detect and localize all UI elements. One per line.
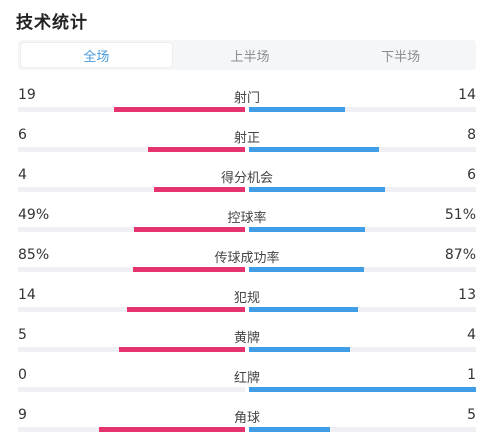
away-bar: [249, 387, 476, 392]
stat-row-yellow-cards: 5 黄牌 4: [18, 325, 476, 365]
away-bar-track: [249, 427, 476, 432]
home-value: 49%: [18, 207, 50, 223]
home-bar: [99, 427, 245, 432]
stat-row-corners: 9 角球 5: [18, 405, 476, 445]
away-value: 51%: [444, 207, 476, 223]
home-bar: [133, 227, 245, 232]
home-value: 6: [18, 127, 27, 143]
away-value: 6: [467, 167, 476, 183]
away-bar-track: [249, 387, 476, 392]
away-bar: [249, 307, 359, 312]
home-bar-track: [18, 307, 245, 312]
away-bar: [249, 107, 346, 112]
home-bar: [118, 347, 245, 352]
away-bar-track: [249, 307, 476, 312]
stat-label: 犯规: [233, 291, 261, 306]
away-value: 87%: [444, 247, 476, 263]
stat-row-chances: 4 得分机会 6: [18, 165, 476, 205]
away-value: 8: [467, 127, 476, 143]
away-bar-track: [249, 147, 476, 152]
away-value: 1: [467, 367, 476, 383]
home-bar-track: [18, 107, 245, 112]
home-bar: [154, 187, 245, 192]
home-bar-track: [18, 187, 245, 192]
home-value: 85%: [18, 247, 50, 263]
tab-full-match[interactable]: 全场: [20, 42, 173, 68]
home-bar: [132, 267, 245, 272]
away-bar-track: [249, 227, 476, 232]
away-bar-track: [249, 347, 476, 352]
stat-row-shots-on-target: 6 射正 8: [18, 125, 476, 165]
home-value: 4: [18, 167, 27, 183]
home-bar-track: [18, 227, 245, 232]
stat-row-possession: 49% 控球率 51%: [18, 205, 476, 245]
away-value: 5: [467, 407, 476, 423]
stat-label: 传球成功率: [214, 251, 280, 266]
stat-label: 得分机会: [220, 171, 274, 186]
away-bar: [249, 227, 365, 232]
away-bar: [249, 147, 379, 152]
away-bar: [249, 347, 350, 352]
home-value: 14: [18, 287, 36, 303]
section-title: 技术统计: [16, 13, 88, 33]
period-tabs: 全场 上半场 下半场: [18, 40, 476, 70]
away-bar: [249, 187, 386, 192]
home-bar-track: [18, 347, 245, 352]
stat-label: 射正: [233, 131, 261, 146]
stat-label: 射门: [233, 91, 261, 106]
home-value: 19: [18, 87, 36, 103]
away-bar: [249, 427, 331, 432]
stat-row-pass-accuracy: 85% 传球成功率 87%: [18, 245, 476, 285]
home-value: 5: [18, 327, 27, 343]
stat-label: 角球: [233, 411, 261, 426]
home-bar: [147, 147, 245, 152]
home-bar-track: [18, 387, 245, 392]
home-bar-track: [18, 267, 245, 272]
stat-row-fouls: 14 犯规 13: [18, 285, 476, 325]
home-bar: [114, 107, 245, 112]
away-value: 14: [458, 87, 476, 103]
stat-label: 控球率: [227, 211, 267, 226]
stat-label: 红牌: [233, 371, 261, 386]
tab-second-half[interactable]: 下半场: [381, 49, 421, 65]
home-value: 9: [18, 407, 27, 423]
away-bar-track: [249, 187, 476, 192]
home-value: 0: [18, 367, 27, 383]
away-bar-track: [249, 107, 476, 112]
home-bar: [127, 307, 245, 312]
home-bar-track: [18, 147, 245, 152]
stat-label: 黄牌: [233, 331, 261, 346]
away-bar-track: [249, 267, 476, 272]
stat-row-red-cards: 0 红牌 1: [18, 365, 476, 405]
away-value: 4: [467, 327, 476, 343]
away-value: 13: [458, 287, 476, 303]
stat-row-shots: 19 射门 14: [18, 85, 476, 125]
home-bar-track: [18, 427, 245, 432]
tab-first-half[interactable]: 上半场: [230, 49, 270, 65]
away-bar: [249, 267, 364, 272]
